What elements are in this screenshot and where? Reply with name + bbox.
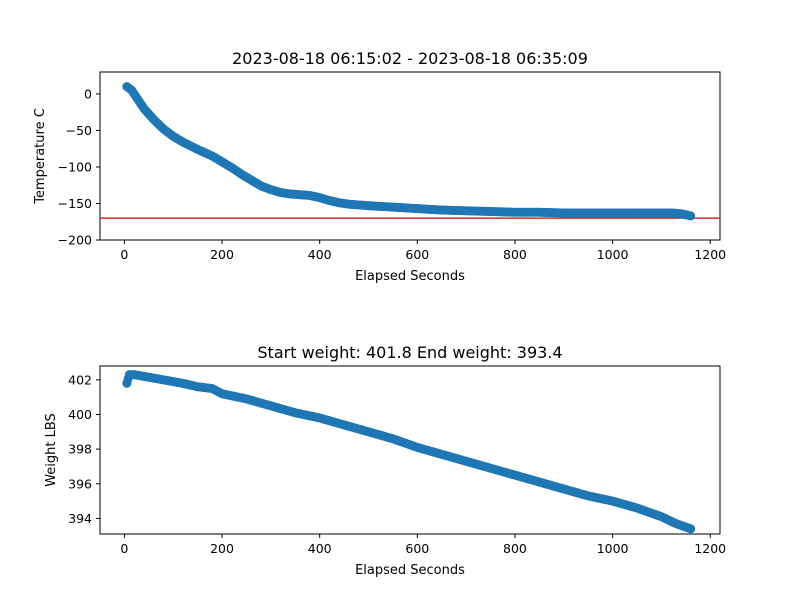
- temperature-y-tick-label: −150: [58, 196, 92, 211]
- weight-x-tick-label: 0: [120, 541, 128, 556]
- temperature-x-tick-label: 800: [503, 247, 527, 262]
- temperature-x-tick-label: 600: [405, 247, 429, 262]
- temperature-marks: [100, 82, 720, 221]
- weight-chart-title: Start weight: 401.8 End weight: 393.4: [257, 343, 562, 362]
- weight-y-tick-label: 402: [68, 372, 92, 387]
- temperature-data-point: [686, 211, 696, 221]
- weight-x-axis-label: Elapsed Seconds: [355, 563, 465, 578]
- weight-x-tick-label: 1000: [597, 541, 629, 556]
- weight-y-tick-label: 396: [68, 476, 92, 491]
- temperature-plot-frame: [99, 71, 721, 241]
- temperature-x-tick-label: 1000: [597, 247, 629, 262]
- temperature-y-tick-label: −50: [66, 123, 92, 138]
- temperature-x-tick-label: 0: [120, 247, 128, 262]
- temperature-y-axis-label: Temperature C: [33, 108, 48, 205]
- weight-x-tick-label: 200: [210, 541, 234, 556]
- weight-x-tick-label: 800: [503, 541, 527, 556]
- weight-x-tick-label: 1200: [694, 541, 726, 556]
- temperature-ticks: 0 200 400 600 800 1000 1200 0 −50 −100 −150 −200: [58, 86, 727, 262]
- weight-x-tick-label: 400: [308, 541, 332, 556]
- weight-y-axis-label: Weight LBS: [44, 413, 59, 487]
- temperature-chart: 2023-08-18 06:15:02 - 2023-08-18 06:35:0…: [33, 49, 726, 284]
- weight-y-tick-label: 400: [68, 407, 92, 422]
- weight-y-tick-label: 394: [68, 511, 92, 526]
- weight-chart: Start weight: 401.8 End weight: 393.4 0 2…: [44, 343, 726, 578]
- temperature-x-tick-label: 1200: [694, 247, 726, 262]
- temperature-y-tick-label: 0: [84, 86, 92, 101]
- weight-x-tick-label: 600: [405, 541, 429, 556]
- weight-data-point: [686, 524, 696, 534]
- temperature-chart-title: 2023-08-18 06:15:02 - 2023-08-18 06:35:0…: [232, 49, 588, 68]
- temperature-x-axis-label: Elapsed Seconds: [355, 269, 465, 284]
- weight-y-tick-label: 398: [68, 442, 92, 457]
- temperature-x-tick-label: 200: [210, 247, 234, 262]
- weight-ticks: 0 200 400 600 800 1000 1200 394 396 398 400 402: [68, 372, 726, 556]
- temperature-y-tick-label: −200: [58, 233, 92, 248]
- weight-plot-frame: [99, 365, 721, 535]
- weight-marks: [122, 370, 696, 534]
- temperature-x-tick-label: 400: [308, 247, 332, 262]
- temperature-y-tick-label: −100: [58, 159, 92, 174]
